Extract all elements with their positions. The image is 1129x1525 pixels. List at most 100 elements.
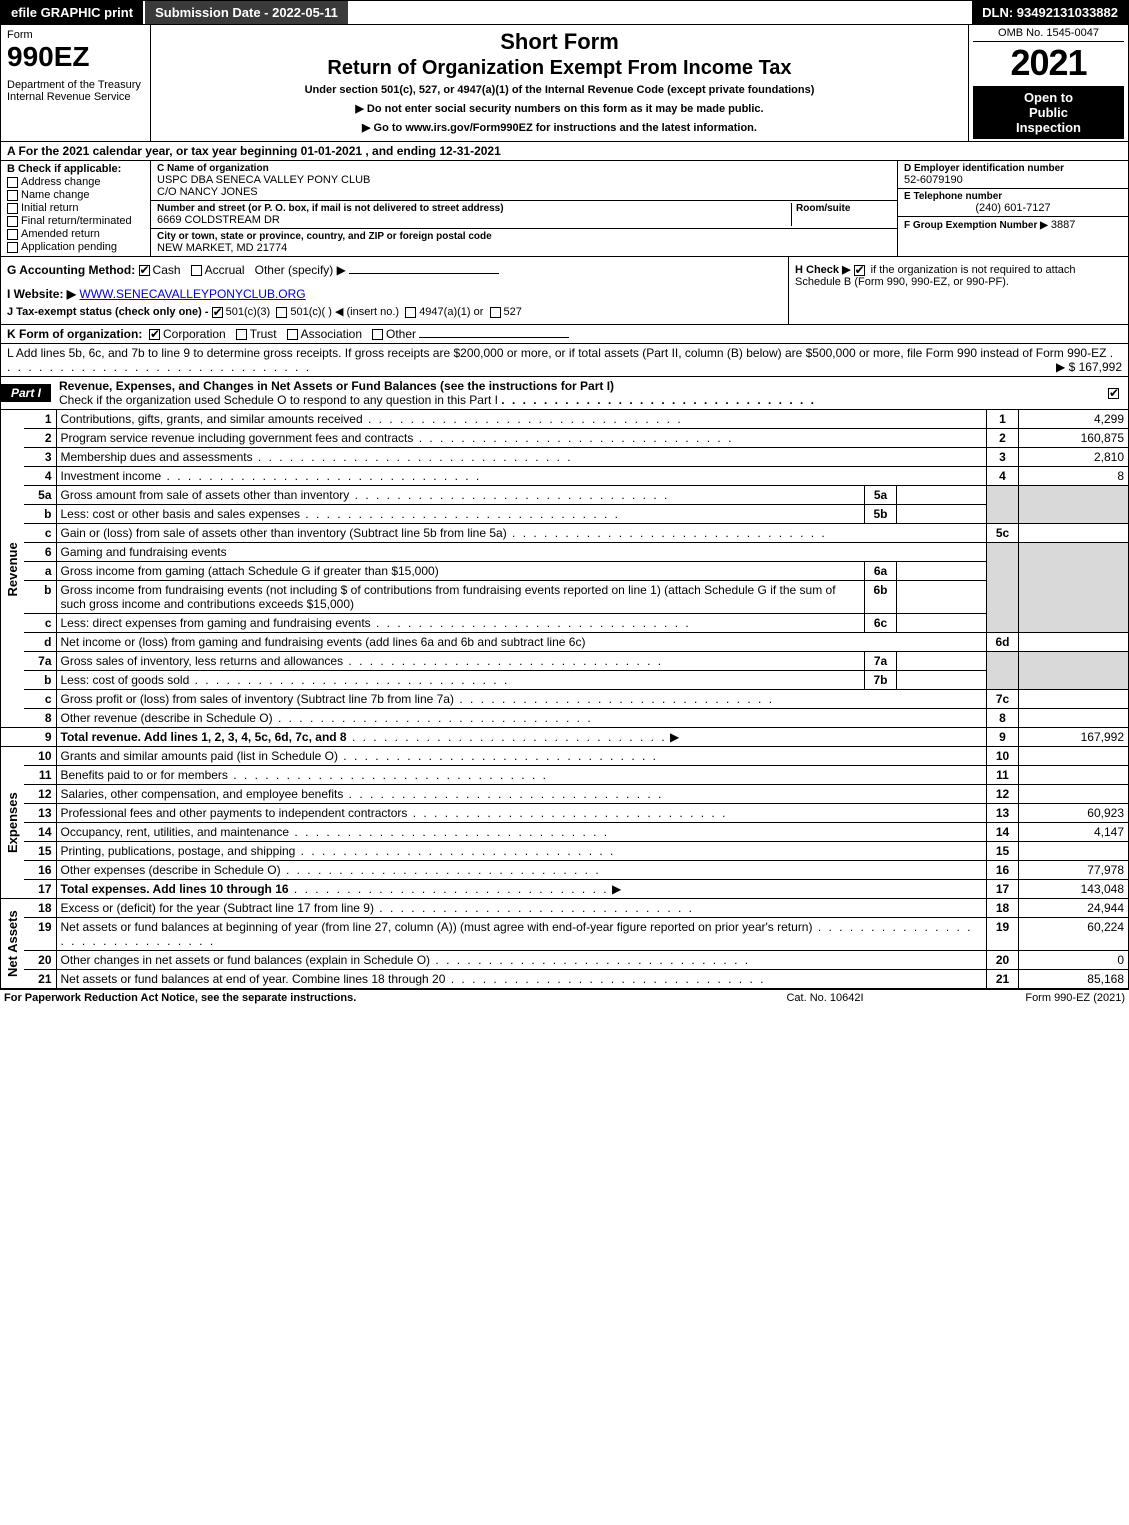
check-address-change[interactable]: Address change: [7, 176, 144, 188]
line-6b-num: b: [24, 581, 56, 614]
submission-date-button[interactable]: Submission Date - 2022-05-11: [145, 1, 350, 24]
line-18-amt: 24,944: [1019, 899, 1129, 918]
line-14-ref: 14: [987, 823, 1019, 842]
check-corporation[interactable]: [149, 329, 160, 340]
check-final-return[interactable]: Final return/terminated: [7, 215, 144, 227]
g-label: G Accounting Method:: [7, 263, 135, 277]
line-17-amt: 143,048: [1019, 880, 1129, 899]
line-9-num: 9: [24, 728, 56, 747]
group-exemption-value: 3887: [1051, 219, 1075, 231]
accrual-label: Accrual: [205, 263, 245, 277]
line-7b-subamt: [897, 671, 987, 690]
check-accrual[interactable]: [191, 265, 202, 276]
side-expenses: Expenses: [1, 747, 25, 899]
line-21-amt: 85,168: [1019, 970, 1129, 989]
check-label-name: Name change: [21, 189, 90, 201]
efile-print-button[interactable]: efile GRAPHIC print: [1, 1, 145, 24]
omb-number: OMB No. 1545-0047: [973, 27, 1124, 42]
line-5c-text: Gain or (loss) from sale of assets other…: [61, 526, 507, 540]
row-k: K Form of organization: Corporation Trus…: [0, 325, 1129, 344]
check-4947[interactable]: [405, 307, 416, 318]
j-527-label: 527: [504, 306, 522, 318]
check-application-pending[interactable]: Application pending: [7, 241, 144, 253]
tel-value: (240) 601-7127: [904, 202, 1122, 214]
line-21-num: 21: [24, 970, 56, 989]
line-19-num: 19: [24, 918, 56, 951]
line-3-num: 3: [24, 448, 56, 467]
check-amended-return[interactable]: Amended return: [7, 228, 144, 240]
row-l: L Add lines 5b, 6c, and 7b to line 9 to …: [0, 344, 1129, 377]
org-name-1: USPC DBA SENECA VALLEY PONY CLUB: [157, 174, 891, 186]
ein-label: D Employer identification number: [904, 163, 1122, 174]
row-gh: G Accounting Method: Cash Accrual Other …: [0, 257, 1129, 325]
row-i: I Website: ▶ WWW.SENECAVALLEYPONYCLUB.OR…: [7, 287, 782, 301]
side-net-assets: Net Assets: [1, 899, 25, 989]
line-10-ref: 10: [987, 747, 1019, 766]
line-3-ref: 3: [987, 448, 1019, 467]
line-6a-subamt: [897, 562, 987, 581]
line-20-ref: 20: [987, 951, 1019, 970]
check-schedule-b[interactable]: [854, 265, 865, 276]
line-11-amt: [1019, 766, 1129, 785]
line-7b-num: b: [24, 671, 56, 690]
check-initial-return[interactable]: Initial return: [7, 202, 144, 214]
check-cash[interactable]: [139, 265, 150, 276]
check-label-final: Final return/terminated: [21, 215, 132, 227]
check-schedule-o-part-i[interactable]: [1108, 388, 1119, 399]
tax-year: 2021: [973, 42, 1124, 84]
line-16-ref: 16: [987, 861, 1019, 880]
street-label: Number and street (or P. O. box, if mail…: [157, 203, 791, 214]
arrow-icon: ▶: [670, 730, 679, 744]
check-527[interactable]: [490, 307, 501, 318]
check-other-org[interactable]: [372, 329, 383, 340]
org-name-2: C/O NANCY JONES: [157, 186, 891, 198]
line-8-ref: 8: [987, 709, 1019, 728]
line-18-text: Excess or (deficit) for the year (Subtra…: [61, 901, 374, 915]
line-5a-subamt: [897, 486, 987, 505]
l-text: L Add lines 5b, 6c, and 7b to line 9 to …: [7, 346, 1106, 360]
j-501c3-label: 501(c)(3): [226, 306, 271, 318]
col-b-checkboxes: B Check if applicable: Address change Na…: [1, 161, 151, 256]
row-h: H Check ▶ if the organization is not req…: [788, 257, 1128, 324]
arrow-icon: ▶: [612, 882, 621, 896]
line-9-amt: 167,992: [1019, 728, 1129, 747]
city-label: City or town, state or province, country…: [157, 231, 891, 242]
line-19-ref: 19: [987, 918, 1019, 951]
line-6-num: 6: [24, 543, 56, 562]
row-j: J Tax-exempt status (check only one) - 5…: [7, 305, 782, 318]
open-to-public-box: Open to Public Inspection: [973, 86, 1124, 139]
part-i-tag: Part I: [1, 384, 51, 402]
other-specify-label: Other (specify) ▶: [255, 263, 346, 277]
line-9-text: Total revenue. Add lines 1, 2, 3, 4, 5c,…: [61, 730, 347, 744]
street-value: 6669 COLDSTREAM DR: [157, 214, 791, 226]
header-left: Form 990EZ Department of the Treasury In…: [1, 25, 151, 141]
line-5a-num: 5a: [24, 486, 56, 505]
check-label-initial: Initial return: [21, 202, 78, 214]
line-5c-num: c: [24, 524, 56, 543]
col-b-header: B Check if applicable:: [7, 163, 144, 175]
line-13-text: Professional fees and other payments to …: [61, 806, 408, 820]
website-link[interactable]: WWW.SENECAVALLEYPONYCLUB.ORG: [79, 287, 305, 301]
line-16-amt: 77,978: [1019, 861, 1129, 880]
check-501c[interactable]: [276, 307, 287, 318]
check-501c3[interactable]: [212, 307, 223, 318]
check-name-change[interactable]: Name change: [7, 189, 144, 201]
line-21-ref: 21: [987, 970, 1019, 989]
line-13-amt: 60,923: [1019, 804, 1129, 823]
line-5b-sub: 5b: [865, 505, 897, 524]
line-11-text: Benefits paid to or for members: [61, 768, 228, 782]
line-8-text: Other revenue (describe in Schedule O): [61, 711, 273, 725]
room-label: Room/suite: [796, 203, 891, 214]
check-trust[interactable]: [236, 329, 247, 340]
dln-label: DLN: 93492131033882: [972, 1, 1128, 24]
line-6d-text: Net income or (loss) from gaming and fun…: [61, 635, 586, 649]
under-section-text: Under section 501(c), 527, or 4947(a)(1)…: [159, 84, 960, 96]
line-3-amt: 2,810: [1019, 448, 1129, 467]
j-501c-label: 501(c)( ) ◀ (insert no.): [290, 306, 399, 318]
goto-link[interactable]: ▶ Go to www.irs.gov/Form990EZ for instru…: [159, 121, 960, 134]
check-association[interactable]: [287, 329, 298, 340]
line-1-amt: 4,299: [1019, 410, 1129, 429]
line-2-text: Program service revenue including govern…: [61, 431, 414, 445]
line-13-num: 13: [24, 804, 56, 823]
page-footer: For Paperwork Reduction Act Notice, see …: [0, 989, 1129, 1006]
